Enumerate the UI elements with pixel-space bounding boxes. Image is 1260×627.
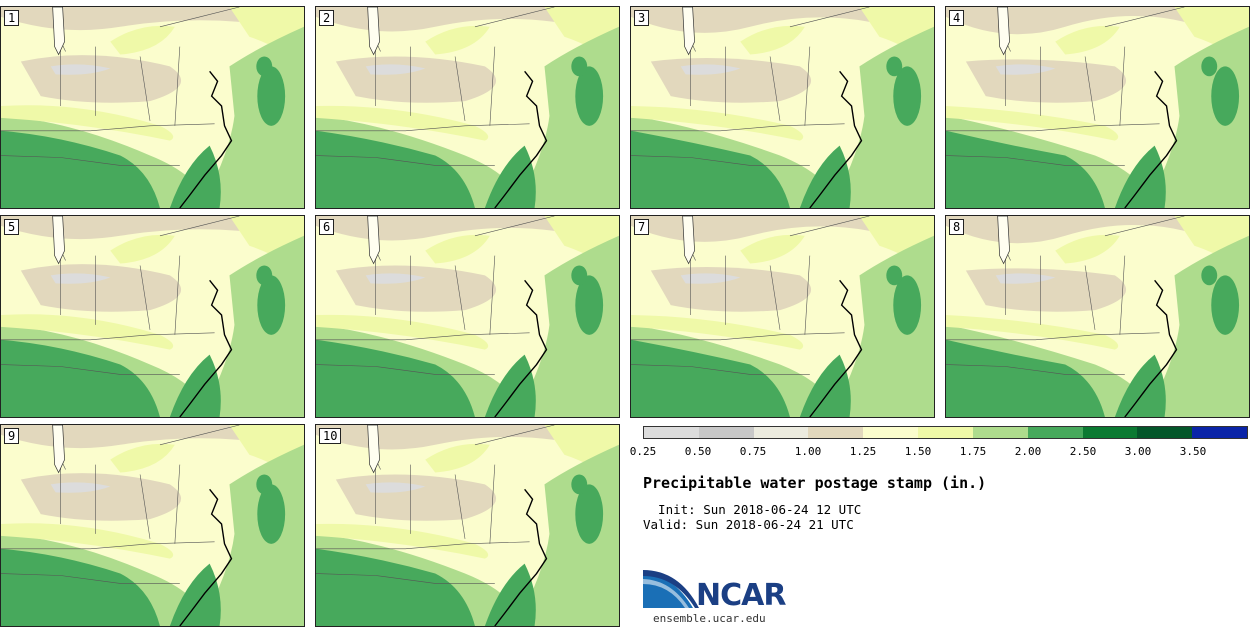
color-legend-segment	[863, 427, 919, 438]
color-legend-segment	[1192, 427, 1247, 438]
stamp-label: 8	[949, 219, 965, 235]
ensemble-member-stamp-10: 10	[315, 424, 620, 627]
ncar-logo-icon	[643, 570, 699, 608]
color-legend-tick: 0.75	[739, 445, 767, 458]
precip-water-map	[631, 7, 934, 208]
color-legend-segment	[808, 427, 864, 438]
color-legend-tick: 2.50	[1069, 445, 1097, 458]
stamp-label: 10	[319, 428, 342, 444]
ensemble-member-stamp-3: 3	[630, 6, 935, 209]
color-legend-segment	[1137, 427, 1193, 438]
ensemble-member-stamp-5: 5	[0, 215, 305, 418]
stamp-label: 6	[319, 219, 335, 235]
color-legend-segment	[644, 427, 699, 438]
stamp-label: 2	[319, 10, 335, 26]
color-legend-tick: 1.00	[794, 445, 822, 458]
precip-water-map	[1, 425, 304, 626]
ensemble-member-stamp-7: 7	[630, 215, 935, 418]
precip-water-map	[946, 7, 1249, 208]
ensemble-member-stamp-2: 2	[315, 6, 620, 209]
color-legend-segment	[1027, 427, 1083, 438]
precip-water-map	[316, 7, 619, 208]
color-legend-bar	[643, 426, 1248, 439]
chart-title: Precipitable water postage stamp (in.)	[643, 474, 987, 492]
color-legend-segment	[918, 427, 973, 438]
precip-water-map	[316, 216, 619, 417]
color-legend-tick: 0.25	[629, 445, 657, 458]
ensemble-member-stamp-1: 1	[0, 6, 305, 209]
color-legend-segment	[1082, 427, 1138, 438]
stamp-label: 4	[949, 10, 965, 26]
logo-text: NCAR	[696, 578, 786, 613]
precip-water-map	[1, 7, 304, 208]
precip-water-map	[946, 216, 1249, 417]
color-legend-segment	[972, 427, 1028, 438]
logo-url: ensemble.ucar.edu	[653, 612, 766, 625]
ensemble-member-stamp-4: 4	[945, 6, 1250, 209]
color-legend-tick: 0.50	[684, 445, 712, 458]
color-legend-tick: 1.75	[959, 445, 987, 458]
valid-time: Valid: Sun 2018-06-24 21 UTC	[643, 517, 854, 532]
stamp-label: 5	[4, 219, 20, 235]
stamp-label: 7	[634, 219, 650, 235]
color-legend-tick: 1.50	[904, 445, 932, 458]
precip-water-map	[1, 216, 304, 417]
precip-water-map	[316, 425, 619, 626]
color-legend-tick: 1.25	[849, 445, 877, 458]
stamp-label: 3	[634, 10, 650, 26]
init-time: Init: Sun 2018-06-24 12 UTC	[643, 502, 862, 517]
color-legend-ticks: 0.25 0.50 0.75 1.00 1.25 1.50 1.75 2.00 2.50 3.00…	[630, 445, 1260, 459]
precip-water-map	[631, 216, 934, 417]
ensemble-member-stamp-8: 8	[945, 215, 1250, 418]
color-legend-tick: 2.00	[1014, 445, 1042, 458]
color-legend-segment	[753, 427, 809, 438]
color-legend-tick: 3.00	[1124, 445, 1152, 458]
stamp-label: 9	[4, 428, 20, 444]
color-legend-segment	[698, 427, 754, 438]
ensemble-member-stamp-9: 9	[0, 424, 305, 627]
color-legend-tick: 3.50	[1179, 445, 1207, 458]
stamp-label: 1	[4, 10, 20, 26]
ensemble-member-stamp-6: 6	[315, 215, 620, 418]
